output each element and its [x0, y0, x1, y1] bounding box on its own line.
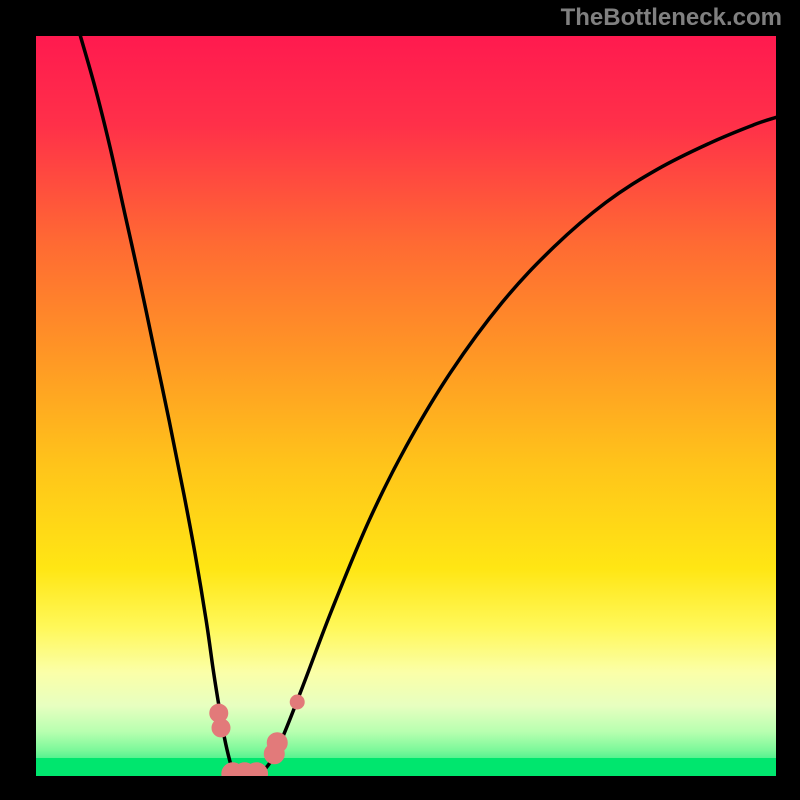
data-point-marker [267, 733, 287, 753]
curve-right-branch [234, 117, 776, 776]
data-point-marker [290, 695, 304, 709]
curve-left-branch [80, 36, 234, 776]
bottleneck-chart [36, 36, 776, 776]
curve-layer [36, 36, 776, 776]
watermark-text: TheBottleneck.com [561, 4, 782, 32]
data-point-marker [212, 719, 230, 737]
